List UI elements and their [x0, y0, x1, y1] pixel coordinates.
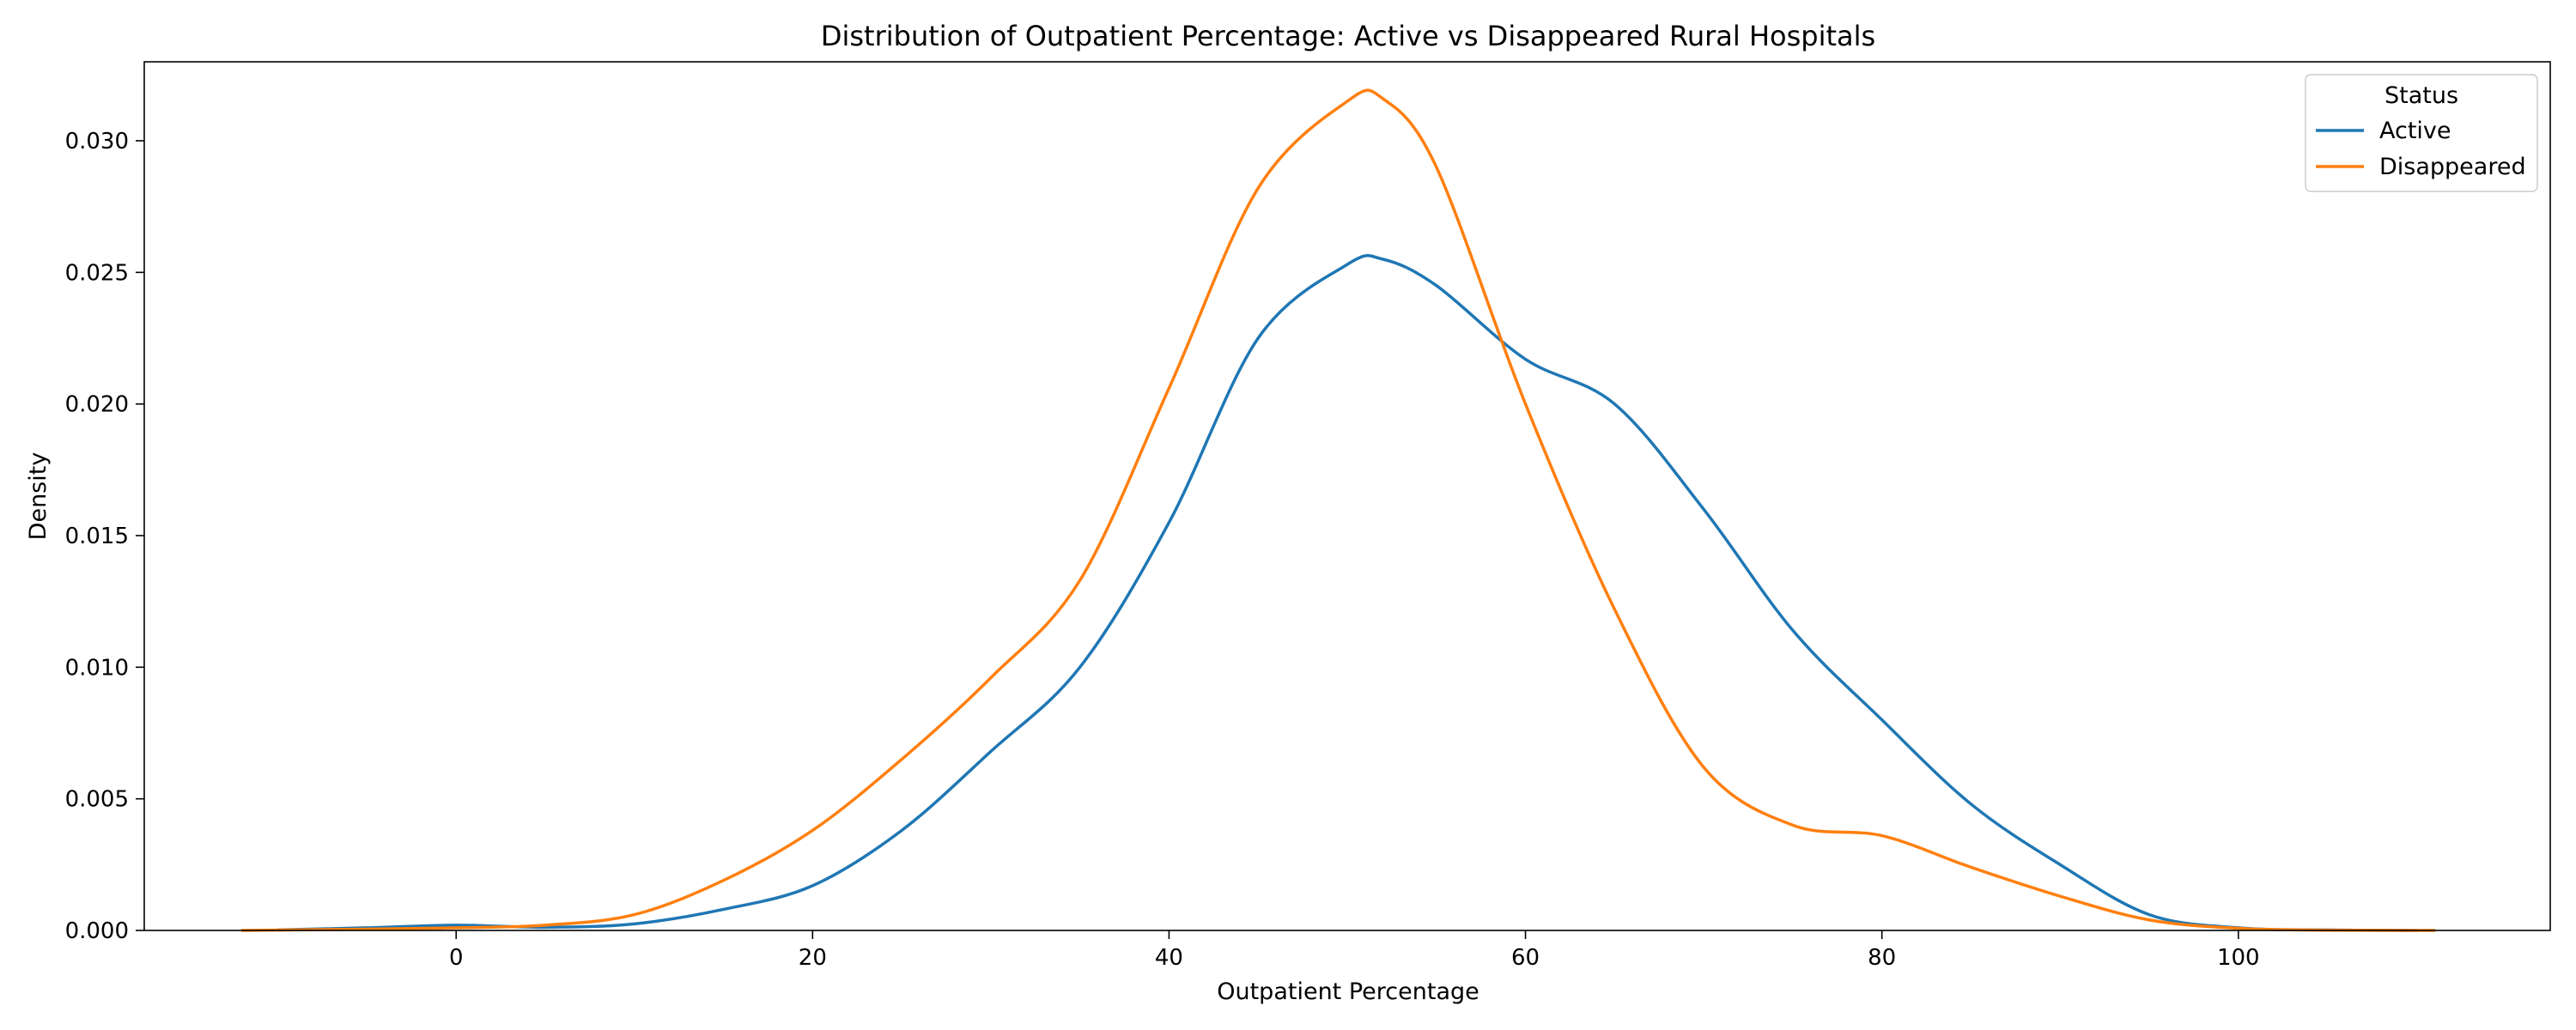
- y-tick-label: 0.010: [65, 655, 129, 681]
- y-tick-label: 0.005: [65, 787, 129, 813]
- y-axis-label: Density: [25, 452, 52, 541]
- x-tick-label: 0: [449, 945, 464, 971]
- curve-active: [276, 254, 2419, 932]
- x-tick-label: 60: [1511, 945, 1540, 971]
- legend-label-active: Active: [2379, 118, 2451, 144]
- y-tick-label: 0.015: [65, 524, 129, 549]
- legend-title: Status: [2385, 82, 2458, 109]
- x-tick-label: 20: [799, 945, 827, 971]
- chart-title: Distribution of Outpatient Percentage: A…: [821, 20, 1875, 52]
- y-axis: 0.000 0.005 0.010 0.015 0.020 0.025 0.030: [65, 129, 144, 944]
- plot-frame: [143, 61, 2551, 931]
- x-tick-label: 80: [1868, 945, 1896, 971]
- legend: Status Active Disappeared: [2305, 74, 2538, 192]
- y-tick-label: 0.000: [65, 918, 129, 944]
- y-tick-label: 0.025: [65, 260, 129, 286]
- x-tick-label: 100: [2217, 945, 2260, 971]
- y-tick-label: 0.030: [65, 129, 129, 154]
- x-axis: 0 20 40 60 80 100: [449, 930, 2260, 971]
- y-tick-label: 0.020: [65, 392, 129, 418]
- x-tick-label: 40: [1155, 945, 1183, 971]
- legend-label-disappeared: Disappeared: [2379, 154, 2526, 180]
- curves-layer: [240, 88, 2436, 932]
- legend-box: [2305, 74, 2538, 192]
- x-axis-label: Outpatient Percentage: [1217, 978, 1479, 1005]
- curve-disappeared: [240, 88, 2436, 932]
